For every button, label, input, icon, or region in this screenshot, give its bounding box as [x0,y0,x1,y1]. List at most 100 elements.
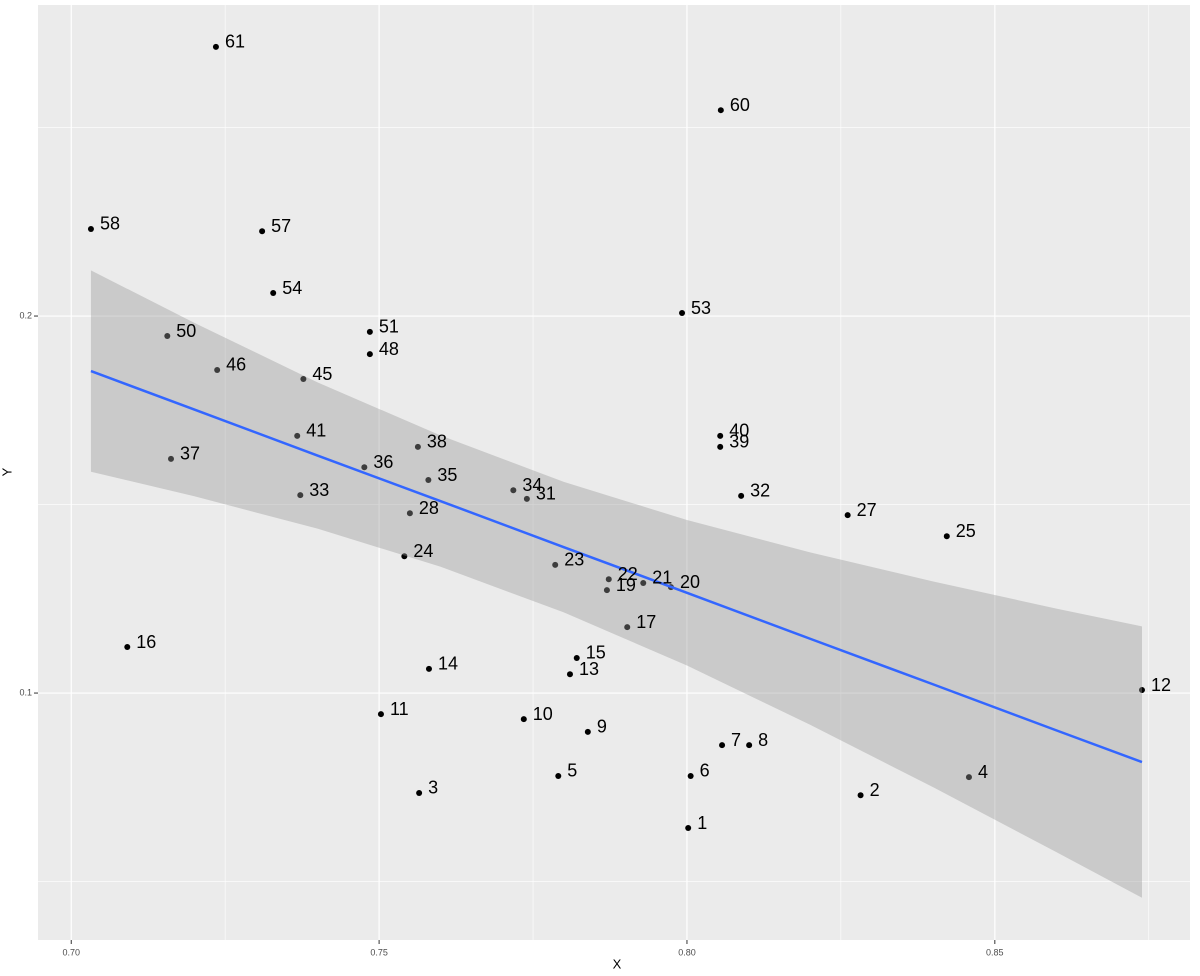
point-label: 36 [373,452,393,472]
point [520,716,527,723]
panel-background [38,5,1190,940]
point [640,579,647,586]
point [555,772,562,779]
point-label: 57 [271,216,291,236]
point [603,587,610,594]
point-label: 6 [700,761,710,781]
point [416,789,423,796]
point [738,492,745,499]
point-label: 35 [437,465,457,485]
points [87,43,1145,832]
point-label: 20 [680,572,700,592]
point-label: 21 [652,568,672,588]
point [719,742,726,749]
axes: 0.70 0.75 0.80 0.85 0.1 0.2 [19,310,1003,957]
point-label: 1 [697,813,707,833]
point-label: 41 [306,421,326,441]
point-label: 2 [870,780,880,800]
point-label: 28 [419,498,439,518]
point-label: 58 [100,214,120,234]
point-label: 24 [413,541,433,561]
point [300,376,307,382]
point-label: 11 [390,699,409,719]
point [624,624,631,631]
point-label: 40 [729,421,749,441]
point-label: 4 [978,762,988,782]
fit [90,270,1143,898]
point [87,225,94,232]
point [401,553,408,560]
point-label: 50 [176,321,196,341]
point-label: 5 [567,761,577,781]
point [943,533,950,540]
point [406,510,413,517]
point-label: 17 [636,612,656,632]
point-label: 27 [857,500,877,520]
point [361,464,368,471]
point [687,772,694,779]
point-label: 13 [579,659,599,679]
point-label: 15 [586,643,606,663]
point-label: 37 [180,444,200,464]
point [717,107,724,114]
point [212,43,219,50]
point-label: 31 [536,484,556,504]
grid [38,5,1190,940]
x-tick-label: 0.75 [370,947,388,957]
point [857,792,864,799]
point-label: 9 [597,717,607,737]
x-tick-label: 0.70 [62,947,80,957]
x-tick-label: 0.85 [986,947,1004,957]
point-label: 14 [438,654,458,674]
point [717,432,724,439]
point-label: 22 [618,564,638,584]
point-label: 60 [730,95,750,115]
point-label: 16 [136,632,156,652]
point-label: 39 [729,432,749,452]
y-axis-title: Y [0,467,14,476]
point-label: 7 [731,730,741,750]
point [425,477,432,484]
point [270,290,277,297]
point-label: 12 [1151,675,1171,695]
point-label: 33 [309,480,329,500]
point [377,711,384,718]
point-label: 34 [522,475,542,495]
point-label: 46 [226,355,246,375]
point [844,512,851,519]
y-tick-label: 0.1 [19,687,32,697]
point [717,443,724,450]
point [259,228,266,235]
point-label: 32 [750,481,770,501]
point-label: 25 [956,521,976,541]
point-label: 3 [428,778,438,798]
point [573,654,580,661]
point [124,644,131,651]
point [605,576,612,583]
point [510,487,517,494]
confidence-band [90,270,1142,898]
point-label: 23 [564,550,584,570]
point-label: 19 [616,575,636,595]
point [164,333,171,340]
point-label: 53 [691,298,711,318]
point [294,432,301,439]
x-tick-label: 0.80 [678,947,696,957]
point [584,728,591,735]
point [366,351,373,358]
point [523,495,530,502]
point-label: 8 [758,730,768,750]
point-label: 61 [225,32,245,52]
point-label: 38 [427,432,447,452]
point [1138,687,1145,694]
point [566,671,573,678]
point [414,443,421,450]
point [425,665,432,672]
point [214,366,221,373]
point-label: 48 [379,339,399,359]
fit-line [90,369,1143,764]
point [297,492,304,499]
point [552,561,559,568]
